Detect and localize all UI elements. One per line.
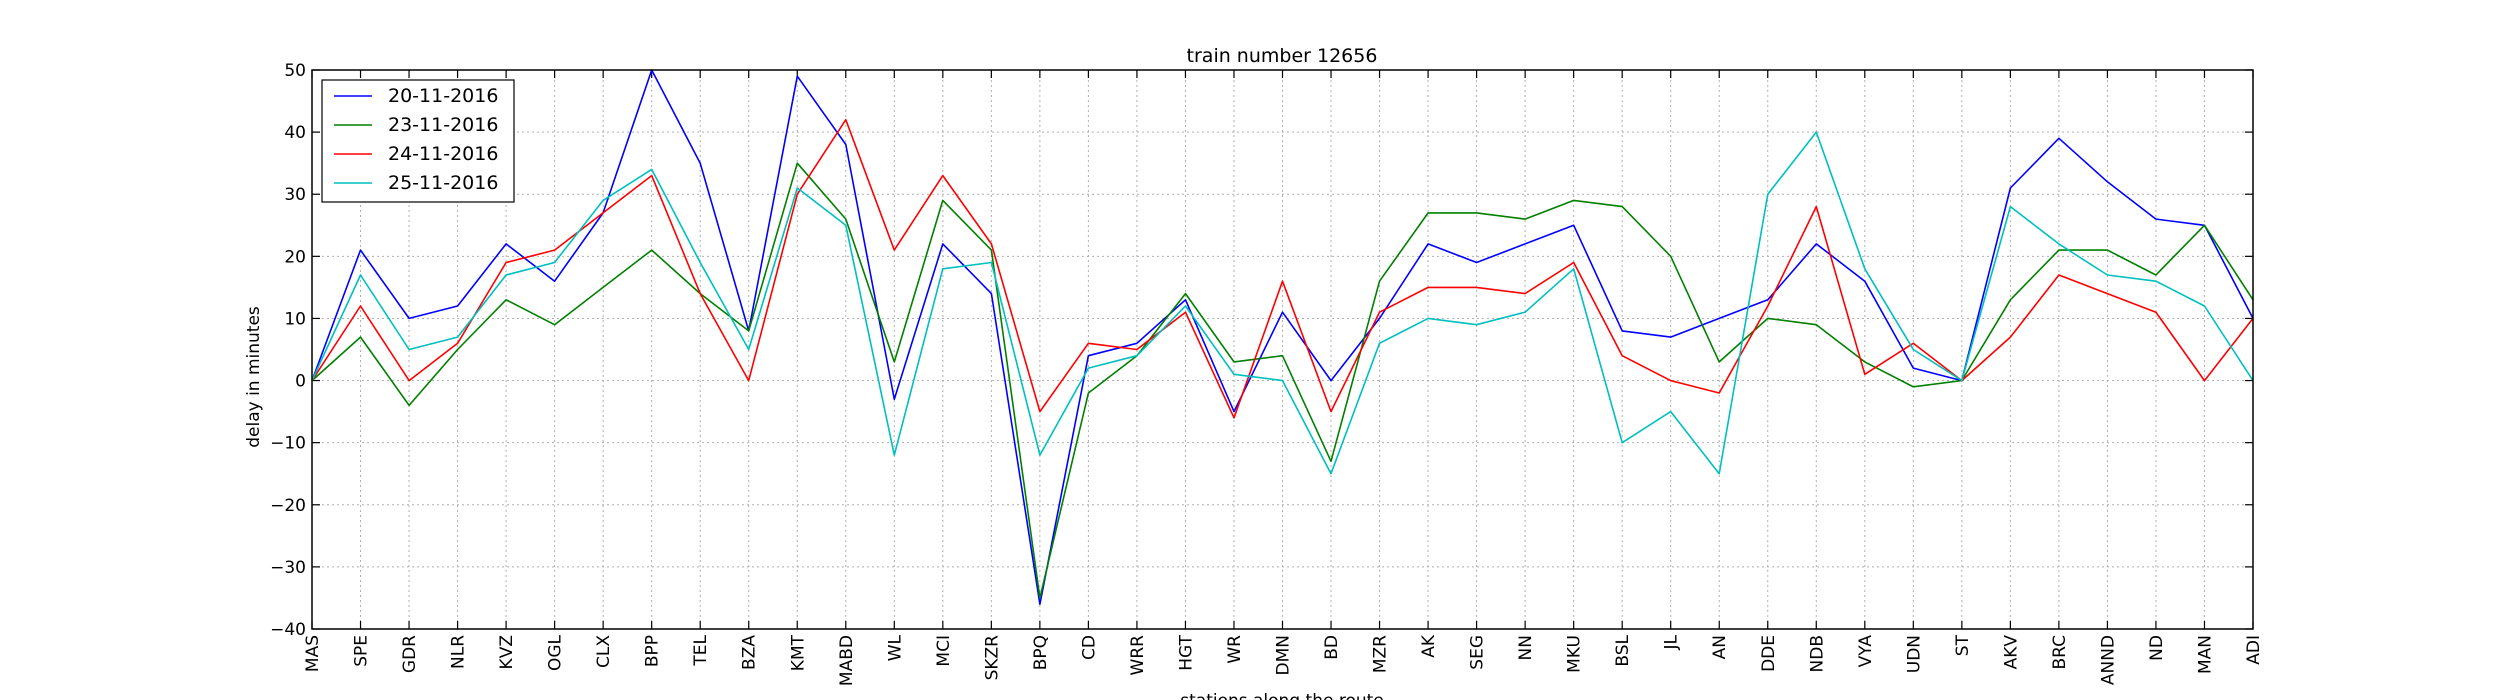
x-tick-label: SPE bbox=[352, 635, 372, 667]
x-tick-label: MAN bbox=[2195, 635, 2215, 674]
series-lines bbox=[311, 69, 2254, 606]
x-tick-label: BPQ bbox=[1031, 635, 1051, 670]
x-tick-label: BD bbox=[1322, 635, 1342, 660]
x-tick-label: WRR bbox=[1128, 635, 1148, 676]
x-tick-label: WR bbox=[1225, 635, 1245, 664]
y-axis-label: delay in minutes bbox=[244, 306, 264, 448]
series-line-23-11-2016 bbox=[311, 162, 2254, 599]
legend-label: 23-11-2016 bbox=[388, 114, 498, 136]
series-line-20-11-2016 bbox=[311, 69, 2254, 606]
x-tick-label: BRC bbox=[2050, 635, 2070, 670]
legend-label: 24-11-2016 bbox=[388, 143, 498, 165]
x-axis: MAS SPE GDR NLR KVZ OGL CLX BPP TEL BZA KMT MABD WL M… bbox=[303, 70, 2264, 686]
grid bbox=[311, 69, 2254, 630]
x-tick-label: ADI bbox=[2244, 635, 2264, 665]
x-tick-label: DMN bbox=[1274, 635, 1294, 675]
y-tick-label: −40 bbox=[270, 620, 306, 640]
x-tick-label: NDB bbox=[1807, 635, 1827, 672]
y-tick-label: 0 bbox=[295, 372, 306, 392]
series-line-24-11-2016 bbox=[311, 118, 2254, 419]
y-tick-label: 10 bbox=[284, 309, 306, 329]
x-tick-label: VYA bbox=[1856, 635, 1876, 668]
y-tick-label: 20 bbox=[284, 247, 306, 267]
y-tick-label: 40 bbox=[284, 123, 306, 143]
x-tick-label: BZA bbox=[740, 635, 760, 670]
x-tick-label: CD bbox=[1079, 635, 1099, 660]
chart-title: train number 12656 bbox=[1187, 45, 1378, 67]
x-tick-label: MABD bbox=[837, 635, 857, 686]
x-tick-label: KVZ bbox=[497, 635, 517, 669]
legend-label: 25-11-2016 bbox=[388, 172, 498, 194]
legend-box bbox=[321, 79, 515, 203]
x-tick-label: GDR bbox=[400, 635, 420, 673]
x-tick-label: MAS bbox=[303, 635, 323, 672]
x-tick-label: AKV bbox=[2001, 635, 2021, 670]
x-tick-label: MCI bbox=[934, 635, 954, 667]
y-tick-label: −20 bbox=[270, 496, 306, 516]
x-tick-label: AN bbox=[1710, 635, 1730, 659]
x-tick-label: ND bbox=[2147, 635, 2167, 661]
x-tick-label: SKZR bbox=[982, 635, 1002, 681]
x-tick-label: BPP bbox=[643, 635, 663, 667]
legend-label: 20-11-2016 bbox=[388, 85, 498, 107]
legend: 20-11-2016 23-11-2016 24-11-2016 25-11-2016 bbox=[321, 79, 515, 203]
x-tick-label: ANND bbox=[2098, 635, 2118, 685]
x-tick-label: SEG bbox=[1468, 635, 1488, 670]
x-tick-label: MKU bbox=[1565, 635, 1585, 673]
x-tick-label: KMT bbox=[788, 634, 808, 671]
x-tick-label: DDE bbox=[1759, 635, 1779, 672]
y-axis: −40 −30 −20 −10 0 10 20 30 40 50 bbox=[270, 61, 2253, 640]
y-tick-label: −10 bbox=[270, 434, 306, 454]
x-tick-label: JL bbox=[1662, 634, 1682, 650]
x-axis-label: stations along the route bbox=[1180, 691, 1384, 700]
x-tick-label: TEL bbox=[691, 634, 711, 666]
y-tick-label: −30 bbox=[270, 558, 306, 578]
x-tick-label: UDN bbox=[1904, 635, 1924, 673]
y-tick-label: 50 bbox=[284, 61, 306, 81]
x-tick-label: NLR bbox=[449, 635, 469, 669]
x-tick-label: OGL bbox=[546, 634, 566, 671]
x-tick-label: HGT bbox=[1176, 634, 1196, 670]
x-tick-label: BSL bbox=[1613, 634, 1633, 666]
x-tick-label: NN bbox=[1516, 635, 1536, 660]
y-tick-label: 30 bbox=[284, 185, 306, 205]
plot-frame bbox=[311, 69, 2254, 630]
x-tick-label: MZR bbox=[1371, 635, 1391, 673]
series-line-25-11-2016 bbox=[311, 131, 2254, 475]
x-tick-label: WL bbox=[885, 634, 905, 661]
x-tick-label: ST bbox=[1953, 634, 1973, 656]
x-tick-label: CLX bbox=[594, 635, 614, 668]
x-tick-label: AK bbox=[1419, 634, 1439, 658]
